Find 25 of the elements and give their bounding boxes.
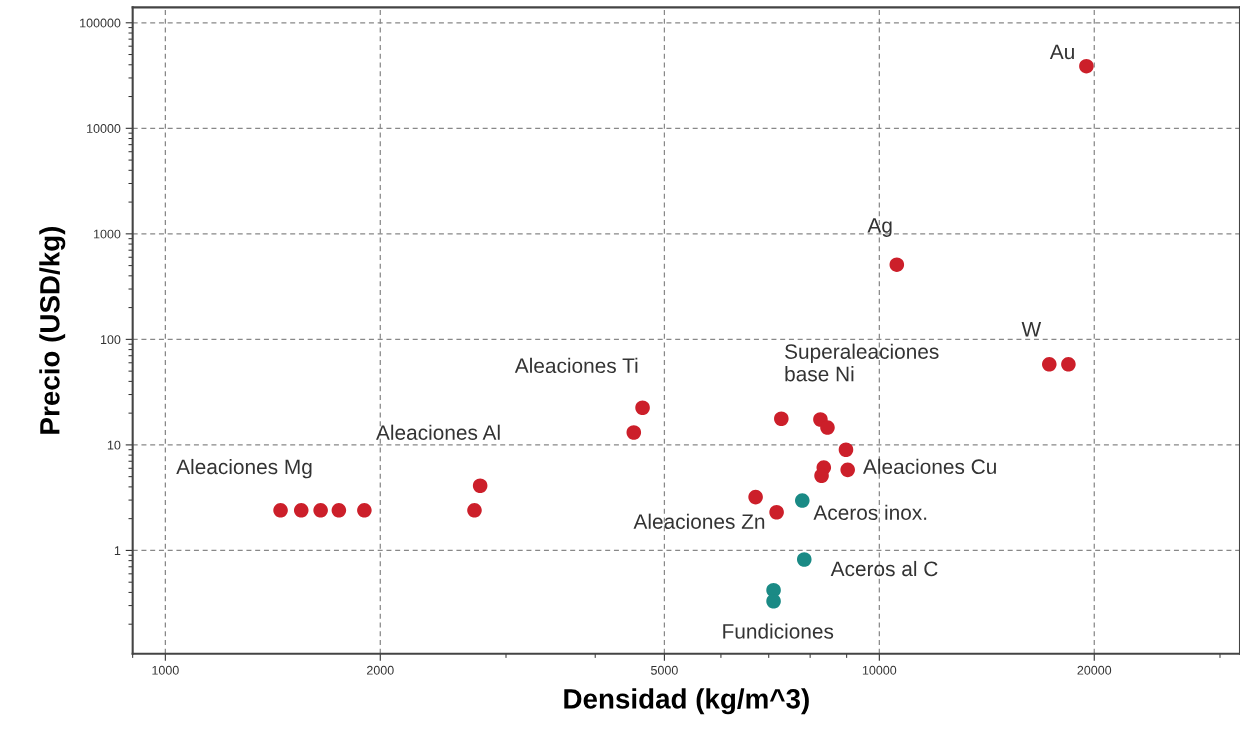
x-tick-label: 20000 <box>1077 665 1112 675</box>
x-tick-label: 5000 <box>651 665 678 675</box>
annotation: Fundiciones <box>723 623 834 639</box>
y-tick-label: 10000 <box>87 124 121 133</box>
y-tick-label: 1000 <box>94 229 121 239</box>
y-tick-label: 10 <box>107 440 121 450</box>
annotation: Aleaciones Mg <box>176 458 312 479</box>
annotation: Aceros inox. <box>813 504 927 521</box>
annotation: Aceros al C <box>830 560 938 577</box>
annotation: Aleaciones Cu <box>863 458 996 475</box>
x-axis-title: Densidad (kg/m^3) <box>564 688 809 715</box>
annotation: Superaleaciones base Ni <box>785 343 939 382</box>
annotation: Aleaciones Al <box>376 424 500 440</box>
x-tick-label: 1000 <box>152 665 179 675</box>
annotation: W <box>1021 322 1042 337</box>
y-axis-title: Precio (USD/kg) <box>39 226 66 434</box>
x-tick-label: 10000 <box>862 665 897 675</box>
y-tick-label: 100000 <box>80 18 121 28</box>
y-tick-label: 1 <box>114 546 121 555</box>
annotation: Aleaciones Ti <box>514 357 638 374</box>
annotation: Au <box>1049 44 1074 60</box>
annotation: Aleaciones Zn <box>633 513 765 529</box>
y-tick-label: 100 <box>100 335 121 345</box>
x-tick-label: 2000 <box>367 665 394 675</box>
annotation: Ag <box>867 218 892 237</box>
